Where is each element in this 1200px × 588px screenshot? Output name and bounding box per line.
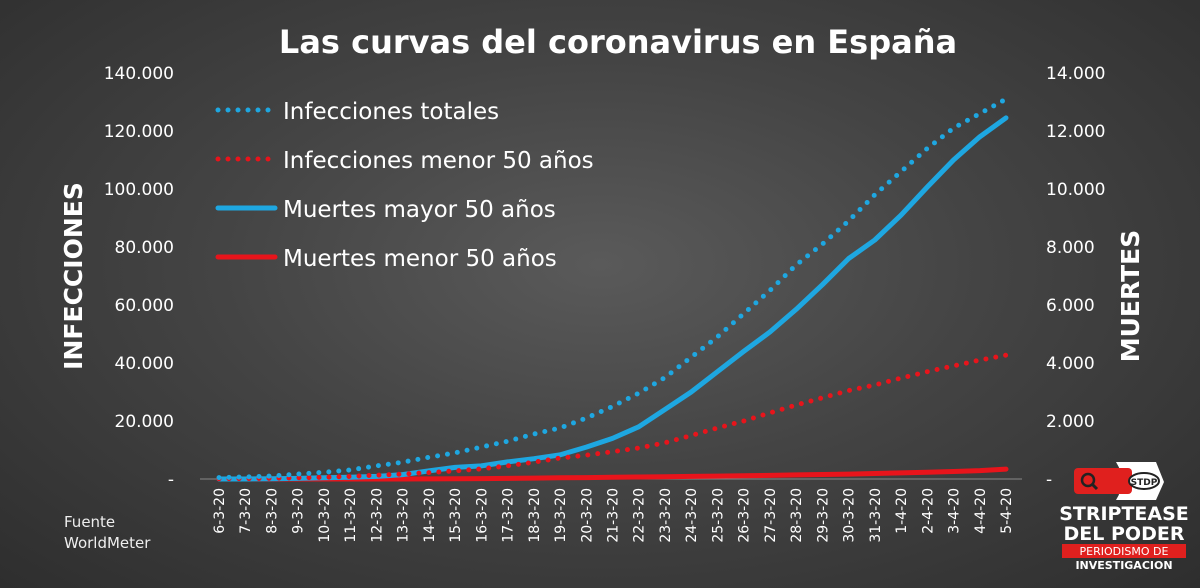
- x-tick: 20-3-20: [579, 488, 595, 543]
- legend-label: Muertes mayor 50 años: [283, 197, 556, 223]
- series-line-0: [216, 96, 1009, 481]
- x-tick: 30-3-20: [842, 488, 858, 543]
- x-tick: 23-3-20: [658, 488, 674, 543]
- y-tick-left: 80.000: [115, 238, 174, 258]
- y-tick-right: 2.000: [1046, 412, 1095, 432]
- y-tick-right: 10.000: [1046, 180, 1105, 200]
- logo-line-3: PERIODISMO DE: [1080, 545, 1169, 558]
- x-tick: 18-3-20: [527, 488, 543, 543]
- x-tick: 13-3-20: [396, 488, 412, 543]
- legend-label: Muertes menor 50 años: [283, 246, 557, 272]
- y-tick-left: 120.000: [104, 122, 174, 142]
- y-tick-left: 100.000: [104, 180, 174, 200]
- y-tick-right: 12.000: [1046, 122, 1105, 142]
- y-axis-left-label: INFECCIONES: [59, 182, 88, 370]
- x-tick: 7-3-20: [238, 488, 254, 534]
- y-tick-right: 6.000: [1046, 296, 1095, 316]
- logo-line-1: STRIPTEASE: [1059, 503, 1189, 525]
- x-tick: 22-3-20: [632, 488, 648, 543]
- y-tick-left: 60.000: [115, 296, 174, 316]
- x-tick: 6-3-20: [212, 488, 228, 534]
- x-tick: 19-3-20: [553, 488, 569, 543]
- y-tick-left: 140.000: [104, 64, 174, 84]
- x-tick: 5-4-20: [999, 488, 1015, 534]
- x-tick: 12-3-20: [369, 488, 385, 543]
- x-tick: 25-3-20: [710, 488, 726, 543]
- x-tick: 26-3-20: [737, 488, 753, 543]
- series-lines: [216, 96, 1009, 482]
- x-tick: 9-3-20: [291, 488, 307, 534]
- y-tick-right: 14.000: [1046, 64, 1105, 84]
- y-tick-left: -: [168, 470, 174, 490]
- x-tick: 1-4-20: [894, 488, 910, 534]
- y-tick-left: 40.000: [115, 354, 174, 374]
- series-line-1: [216, 352, 1009, 482]
- x-tick: 2-4-20: [920, 488, 936, 534]
- x-tick: 10-3-20: [317, 488, 333, 543]
- x-axis-ticks: 6-3-20 7-3-20 8-3-20 9-3-20 10-3-20 11-3-20 12…: [212, 488, 1015, 543]
- x-tick: 27-3-20: [763, 488, 779, 543]
- logo-line-2: DEL PODER: [1064, 523, 1185, 545]
- y-tick-right: 8.000: [1046, 238, 1095, 258]
- legend-label: Infecciones menor 50 años: [283, 148, 594, 174]
- y-axis-right-label: MUERTES: [1116, 230, 1145, 363]
- y-axis-left-ticks: - 20.000 40.000 60.000 80.000 100.000 120.000 1…: [104, 64, 174, 490]
- x-tick: 29-3-20: [815, 488, 831, 543]
- x-tick: 15-3-20: [448, 488, 464, 543]
- x-tick: 11-3-20: [343, 488, 359, 543]
- logo-badge: STDP: [1131, 478, 1158, 488]
- x-tick: 24-3-20: [684, 488, 700, 543]
- logo: STDP STRIPTEASE DEL PODER PERIODISMO DE …: [1059, 462, 1189, 572]
- chart-title: Las curvas del coronavirus en España: [279, 23, 957, 61]
- source-line-2: WorldMeter: [64, 534, 151, 552]
- x-tick: 28-3-20: [789, 488, 805, 543]
- source-line-1: Fuente: [64, 513, 116, 531]
- x-tick: 21-3-20: [606, 488, 622, 543]
- legend: Infecciones totales Infecciones menor 50 …: [215, 99, 594, 272]
- y-tick-right: -: [1046, 470, 1052, 490]
- x-tick: 14-3-20: [422, 488, 438, 543]
- legend-label: Infecciones totales: [283, 99, 499, 125]
- source-note: Fuente WorldMeter: [64, 512, 150, 554]
- x-tick: 17-3-20: [501, 488, 517, 543]
- x-tick: 31-3-20: [868, 488, 884, 543]
- y-tick-right: 4.000: [1046, 354, 1095, 374]
- x-tick: 8-3-20: [264, 488, 280, 534]
- x-tick: 16-3-20: [474, 488, 490, 543]
- x-tick: 4-4-20: [973, 488, 989, 534]
- y-tick-left: 20.000: [115, 412, 174, 432]
- logo-line-4: INVESTIGACION: [1075, 559, 1172, 572]
- x-tick: 3-4-20: [947, 488, 963, 534]
- y-axis-right-ticks: - 2.000 4.000 6.000 8.000 10.000 12.000 14.000: [1046, 64, 1105, 490]
